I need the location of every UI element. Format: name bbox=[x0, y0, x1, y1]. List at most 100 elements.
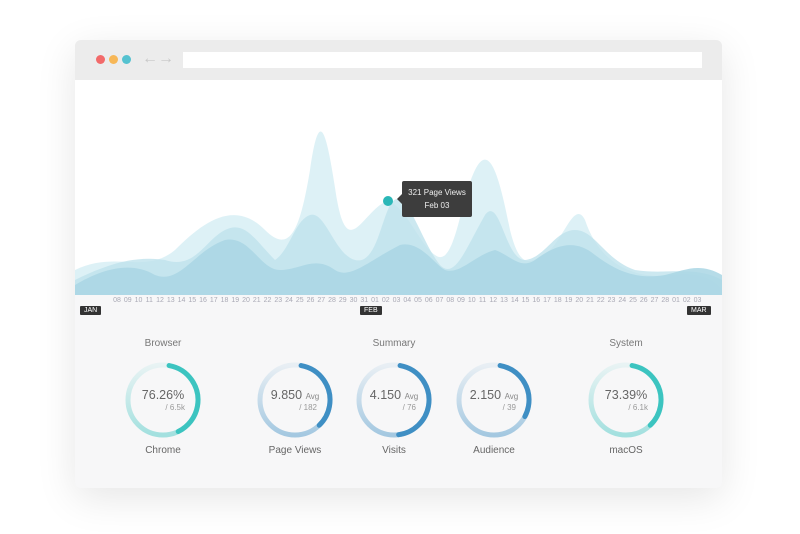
ring-value: 4.150 Avg bbox=[354, 388, 434, 402]
day-tick-label: 10 bbox=[134, 297, 143, 304]
day-tick-label: 29 bbox=[338, 297, 347, 304]
day-tick-label: 25 bbox=[295, 297, 304, 304]
day-tick-label: 21 bbox=[252, 297, 261, 304]
day-tick-label: 01 bbox=[672, 297, 680, 304]
day-tick-label: 26 bbox=[639, 297, 648, 304]
day-tick-label: 18 bbox=[553, 297, 562, 304]
day-tick-label: 02 bbox=[381, 297, 390, 304]
section-title-summary: Summary bbox=[372, 338, 416, 349]
ring-subvalue: / 6.5k bbox=[165, 403, 185, 412]
day-tick-label: 12 bbox=[489, 297, 498, 304]
ring-value-number: 2.150 bbox=[469, 388, 502, 402]
url-bar[interactable] bbox=[183, 52, 702, 68]
ring-progress bbox=[356, 362, 432, 438]
day-tick-label: 14 bbox=[510, 297, 519, 304]
day-tick-label: 15 bbox=[521, 297, 530, 304]
ring-progress bbox=[125, 362, 201, 438]
day-tick-label: 11 bbox=[145, 297, 153, 304]
tooltip: 321 Page Views Feb 03 bbox=[397, 181, 472, 217]
day-tick-label: 28 bbox=[328, 297, 336, 304]
ring-progress bbox=[257, 362, 333, 438]
ring-subvalue: / 182 bbox=[299, 403, 317, 412]
day-tick-label: 31 bbox=[360, 297, 369, 304]
day-tick-label: 04 bbox=[403, 297, 412, 304]
ring-value: 73.39% bbox=[586, 388, 666, 402]
ring-value: 76.26% bbox=[123, 388, 203, 402]
maximize-button[interactable] bbox=[122, 55, 131, 64]
day-tick-label: 01 bbox=[371, 297, 379, 304]
day-tick-label: 23 bbox=[274, 297, 283, 304]
day-tick-label: 03 bbox=[693, 297, 702, 304]
day-tick-label: 18 bbox=[220, 297, 229, 304]
ring-value-number: 73.39% bbox=[604, 388, 648, 402]
ring-label: Visits bbox=[382, 445, 406, 456]
day-tick-label: 16 bbox=[532, 297, 541, 304]
day-tick-label: 24 bbox=[618, 297, 627, 304]
day-tick-label: 09 bbox=[457, 297, 465, 304]
ring-value: 9.850 Avg bbox=[255, 388, 335, 402]
day-tick-label: 19 bbox=[564, 297, 573, 304]
day-tick-label: 20 bbox=[575, 297, 584, 304]
month-label-mar: MAR bbox=[687, 306, 711, 315]
day-tick-label: 05 bbox=[414, 297, 422, 304]
day-tick-label: 08 bbox=[113, 297, 121, 304]
ring-label: macOS bbox=[609, 445, 643, 456]
browser-window: ← → 321 Page Views Feb 03 08 09 10 11 12 13 14… bbox=[75, 40, 722, 488]
day-tick-label: 09 bbox=[123, 297, 132, 304]
donut-chrome: 76.26% / 6.5k bbox=[123, 360, 203, 440]
day-tick-label: 17 bbox=[209, 297, 218, 304]
ring-progress bbox=[456, 362, 532, 438]
ring-value-number: 4.150 bbox=[369, 388, 402, 402]
day-tick-label: 26 bbox=[306, 297, 315, 304]
day-tick-label: 07 bbox=[435, 297, 444, 304]
ring-avg-label: Avg bbox=[504, 392, 519, 401]
day-tick-label: 22 bbox=[263, 297, 272, 304]
day-tick-label: 12 bbox=[156, 297, 164, 304]
ring-value: 2.150 Avg bbox=[454, 388, 534, 402]
day-tick-label: 20 bbox=[242, 297, 250, 304]
day-tick-label: 14 bbox=[177, 297, 186, 304]
back-arrow-icon[interactable]: ← bbox=[142, 50, 158, 67]
data-point-marker bbox=[383, 196, 393, 206]
title-bar: ← → bbox=[75, 40, 722, 80]
minimize-button[interactable] bbox=[109, 55, 118, 64]
donut-audience: 2.150 Avg / 39 bbox=[454, 360, 534, 440]
month-label-feb: FEB bbox=[360, 306, 382, 315]
ring-subvalue: / 39 bbox=[502, 403, 516, 412]
day-tick-label: 08 bbox=[446, 297, 455, 304]
day-tick-label: 22 bbox=[596, 297, 605, 304]
ring-progress bbox=[588, 362, 664, 438]
donut-page-views: 9.850 Avg / 182 bbox=[255, 360, 335, 440]
section-title-system: System bbox=[609, 338, 643, 349]
ring-avg-label: Avg bbox=[305, 392, 320, 401]
day-tick-label: 03 bbox=[392, 297, 401, 304]
day-tick-label: 13 bbox=[500, 297, 508, 304]
day-tick-label: 27 bbox=[650, 297, 659, 304]
day-tick-label: 21 bbox=[586, 297, 594, 304]
ring-subvalue: / 76 bbox=[402, 403, 416, 412]
day-tick-label: 13 bbox=[166, 297, 175, 304]
close-button[interactable] bbox=[96, 55, 105, 64]
forward-arrow-icon[interactable]: → bbox=[158, 50, 174, 67]
day-tick-label: 06 bbox=[424, 297, 433, 304]
day-tick-label: 16 bbox=[199, 297, 207, 304]
day-tick-label: 30 bbox=[349, 297, 358, 304]
ring-label: Page Views bbox=[268, 445, 322, 456]
day-tick-label: 24 bbox=[285, 297, 293, 304]
day-tick-label: 28 bbox=[661, 297, 670, 304]
tooltip-value: 321 Page Views bbox=[408, 188, 466, 197]
day-axis: 08 09 10 11 12 13 14 15 16 17 18 19 20 21 22 23 24 25 26 27… bbox=[75, 297, 722, 307]
month-label-jan: JAN bbox=[80, 306, 102, 315]
tooltip-date: Feb 03 bbox=[424, 201, 450, 210]
ring-value-number: 76.26% bbox=[141, 388, 185, 402]
day-tick-label: 19 bbox=[231, 297, 240, 304]
ring-value-number: 9.850 bbox=[270, 388, 303, 402]
ring-avg-label: Avg bbox=[404, 392, 419, 401]
ring-label: Chrome bbox=[145, 445, 181, 456]
ring-subvalue: / 6.1k bbox=[628, 403, 648, 412]
wave-front bbox=[75, 239, 722, 295]
day-tick-label: 10 bbox=[467, 297, 476, 304]
donut-macos: 73.39% / 6.1k bbox=[586, 360, 666, 440]
day-tick-label: 27 bbox=[317, 297, 326, 304]
day-tick-label: 23 bbox=[607, 297, 616, 304]
